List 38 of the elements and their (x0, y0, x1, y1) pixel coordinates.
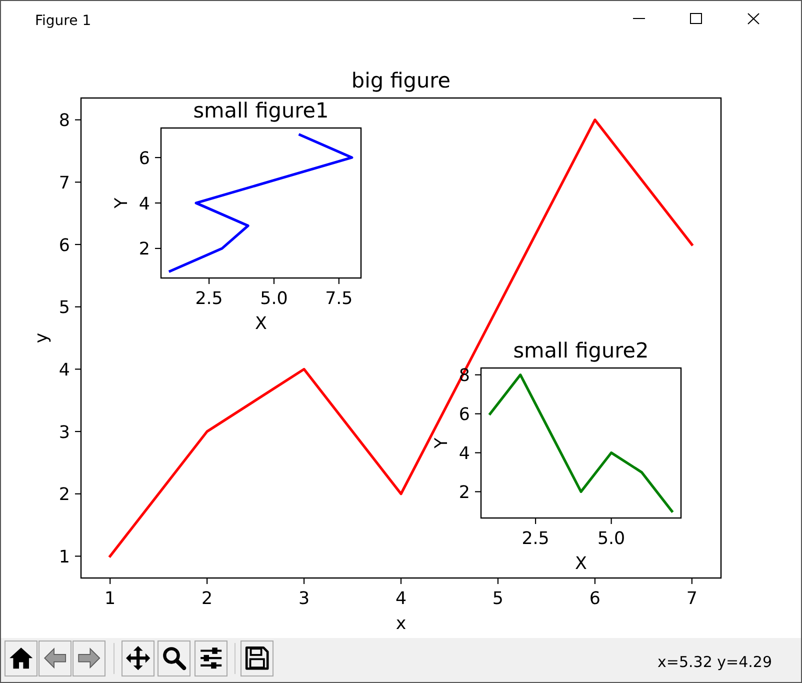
y-tick-label: 6 (138, 148, 150, 169)
x-tick-label: 2 (202, 589, 213, 609)
y-tick-label: 4 (58, 360, 70, 380)
x-tick-label: 5.0 (597, 529, 626, 549)
x-tick-label: 2.5 (522, 529, 550, 549)
x-tick-label: 5 (492, 589, 504, 609)
y-tick-label: 2 (58, 485, 70, 506)
x-tick-label: 2.5 (195, 289, 223, 309)
y-tick-label: 8 (58, 111, 70, 132)
y-tick-label: 2 (458, 482, 470, 503)
x-axis-title: x (396, 614, 406, 634)
y-tick-label: 1 (58, 547, 70, 568)
caption: Figure 1 (35, 13, 92, 29)
x-tick-label: 7.5 (325, 289, 353, 309)
text: x=5.32 y=4.29 (658, 653, 772, 671)
x-tick-label: 3 (298, 589, 310, 609)
y-tick-label: 6 (58, 236, 70, 256)
line-series (168, 134, 354, 272)
y-axis-title: Y (432, 437, 452, 450)
chart-title: small figure1 (193, 98, 329, 123)
x-axis-title: X (575, 554, 588, 574)
x-tick-label: 5.0 (260, 289, 288, 309)
x-tick-label: 6 (589, 589, 600, 609)
y-tick-label: 3 (58, 422, 70, 443)
line-series (488, 374, 674, 512)
x-tick-label: 7 (686, 589, 698, 609)
x-axis-title: X (255, 314, 268, 334)
y-tick-label: 6 (458, 405, 470, 426)
y-tick-label: 2 (138, 240, 150, 260)
chart-title: big figure (351, 68, 451, 93)
chart-title: small figure2 (513, 338, 649, 363)
y-axis-title: Y (112, 197, 132, 210)
x-tick-label: 4 (395, 589, 407, 609)
y-axis-title: y (32, 332, 52, 344)
x-tick-label: 1 (104, 589, 116, 609)
y-tick-label: 4 (458, 444, 470, 464)
y-tick-label: 7 (58, 173, 70, 194)
y-tick-label: 4 (138, 194, 150, 214)
